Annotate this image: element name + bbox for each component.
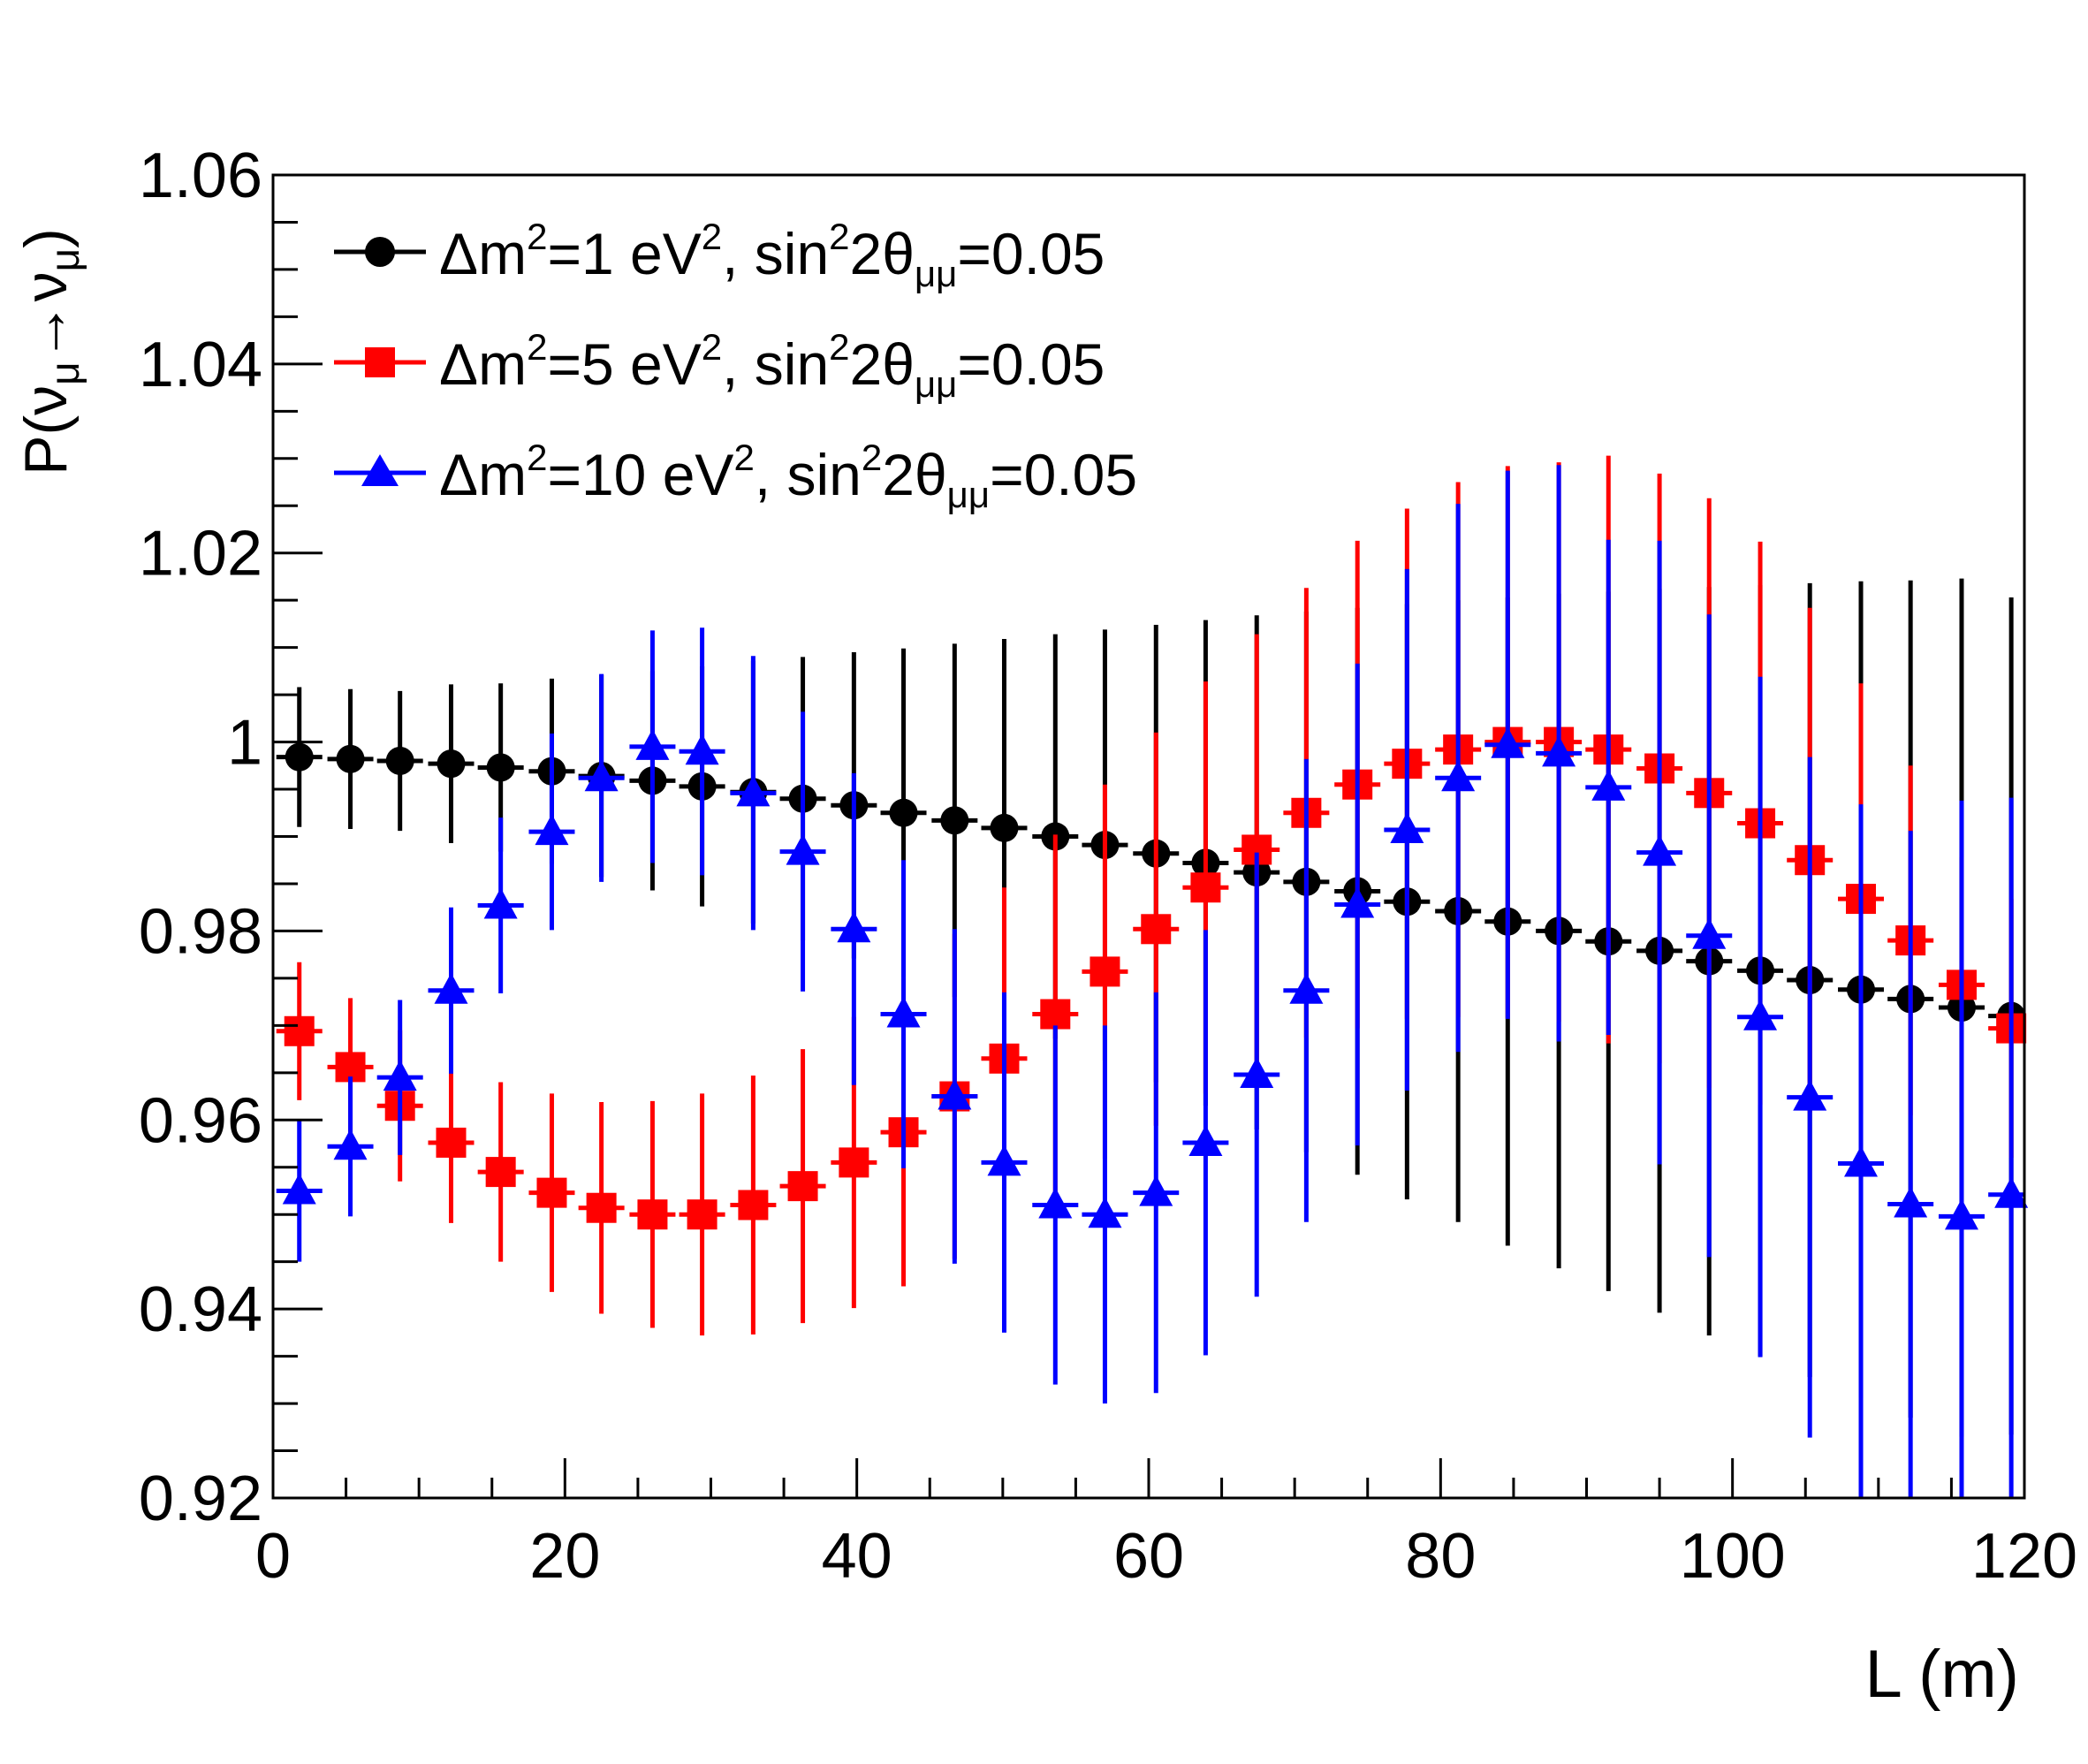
data-point-triangle — [333, 1129, 368, 1160]
series-triangle — [276, 465, 2029, 1498]
data-point-square — [1141, 914, 1172, 945]
legend-label-1: Δm2=1 eV2, sin22θμμ=0.05 — [439, 216, 1105, 294]
data-point-square — [485, 1157, 516, 1188]
data-point-circle — [940, 806, 969, 835]
data-point-circle — [336, 744, 365, 773]
y-tick-label: 1.04 — [139, 330, 262, 400]
data-point-triangle — [1441, 760, 1476, 792]
data-point-triangle — [837, 911, 871, 943]
data-point-triangle — [1692, 917, 1727, 949]
data-point-triangle — [1038, 1187, 1073, 1219]
legend-marker-square — [365, 347, 395, 377]
data-point-square — [284, 1015, 315, 1046]
data-point-triangle — [282, 1173, 316, 1205]
data-point-triangle — [434, 972, 468, 1004]
data-point-triangle — [1340, 886, 1375, 918]
x-axis-title: L (m) — [1865, 1637, 2020, 1712]
legend: Δm2=1 eV2, sin22θμμ=0.05 Δm2=5 eV2, sin2… — [334, 216, 1137, 515]
data-point-triangle — [1591, 769, 1626, 801]
x-tick-label: 100 — [1680, 1521, 1786, 1592]
x-tick-label: 120 — [1971, 1521, 2077, 1592]
data-point-circle — [437, 749, 466, 779]
data-point-triangle — [483, 887, 518, 919]
data-point-square — [839, 1147, 869, 1178]
data-point-triangle — [1390, 812, 1424, 844]
data-point-triangle — [1188, 1124, 1223, 1156]
data-point-square — [738, 1190, 769, 1220]
data-layer — [276, 455, 2029, 1498]
x-tick-label: 0 — [255, 1521, 291, 1592]
data-point-triangle — [1088, 1197, 1122, 1228]
legend-marker-triangle — [361, 454, 399, 486]
data-point-square — [787, 1171, 818, 1202]
y-tick-label: 0.98 — [139, 896, 262, 967]
data-point-circle — [486, 753, 515, 782]
data-point-triangle — [1994, 1176, 2029, 1208]
axes-layer: 0 20 40 60 80 100 120 0.92 0.94 0.96 0.98 1 1.02 1.04… — [139, 141, 2077, 1592]
data-point-circle — [889, 798, 918, 827]
data-point-circle — [990, 813, 1019, 842]
data-point-triangle — [383, 1060, 417, 1091]
data-point-square — [436, 1127, 467, 1158]
data-point-square — [1040, 999, 1071, 1030]
x-tick-label: 20 — [529, 1521, 600, 1592]
data-point-triangle — [938, 1078, 972, 1110]
data-point-triangle — [584, 760, 619, 792]
data-point-triangle — [1289, 972, 1324, 1004]
data-point-circle — [385, 746, 414, 775]
data-point-triangle — [1844, 1145, 1879, 1177]
y-tick-label: 0.94 — [139, 1274, 262, 1345]
data-point-triangle — [1793, 1079, 1827, 1111]
legend-label-2: Δm2=5 eV2, sin22θμμ=0.05 — [439, 326, 1105, 405]
data-point-triangle — [786, 833, 820, 865]
data-point-triangle — [1944, 1198, 1978, 1230]
data-point-square — [637, 1199, 668, 1230]
data-point-triangle — [1542, 735, 1576, 767]
y-tick-label: 1 — [227, 708, 262, 779]
data-point-triangle — [886, 996, 921, 1028]
legend-entry-3: Δm2=10 eV2, sin22θμμ=0.05 — [334, 437, 1137, 515]
y-tick-label: 1.02 — [139, 519, 262, 589]
data-point-triangle — [736, 775, 771, 807]
legend-label-3: Δm2=10 eV2, sin22θμμ=0.05 — [439, 437, 1137, 515]
data-point-square — [586, 1192, 617, 1223]
y-tick-label: 1.06 — [139, 141, 262, 211]
data-point-triangle — [1894, 1186, 1928, 1218]
x-tick-label: 60 — [1113, 1521, 1184, 1592]
data-point-triangle — [635, 728, 670, 760]
data-point-square — [1090, 956, 1120, 987]
data-point-circle — [285, 742, 314, 772]
data-point-triangle — [535, 814, 569, 846]
legend-entry-2: Δm2=5 eV2, sin22θμμ=0.05 — [334, 326, 1105, 405]
x-tick-label: 80 — [1405, 1521, 1476, 1592]
y-tick-label: 0.92 — [139, 1464, 262, 1534]
x-tick-label: 40 — [822, 1521, 892, 1592]
legend-marker-circle — [365, 237, 395, 267]
data-point-triangle — [987, 1144, 1021, 1176]
legend-entry-1: Δm2=1 eV2, sin22θμμ=0.05 — [334, 216, 1105, 294]
data-point-triangle — [685, 734, 719, 765]
y-tick-label: 0.96 — [139, 1085, 262, 1156]
data-point-triangle — [1743, 999, 1778, 1030]
data-point-triangle — [1643, 834, 1677, 866]
data-point-square — [536, 1177, 567, 1208]
data-point-triangle — [1139, 1175, 1173, 1206]
data-point-square — [1190, 872, 1221, 903]
y-axis-title: P(νμ→νμ) — [12, 228, 87, 475]
data-point-square — [687, 1199, 718, 1230]
data-point-triangle — [1491, 726, 1525, 758]
data-point-triangle — [1240, 1056, 1274, 1088]
